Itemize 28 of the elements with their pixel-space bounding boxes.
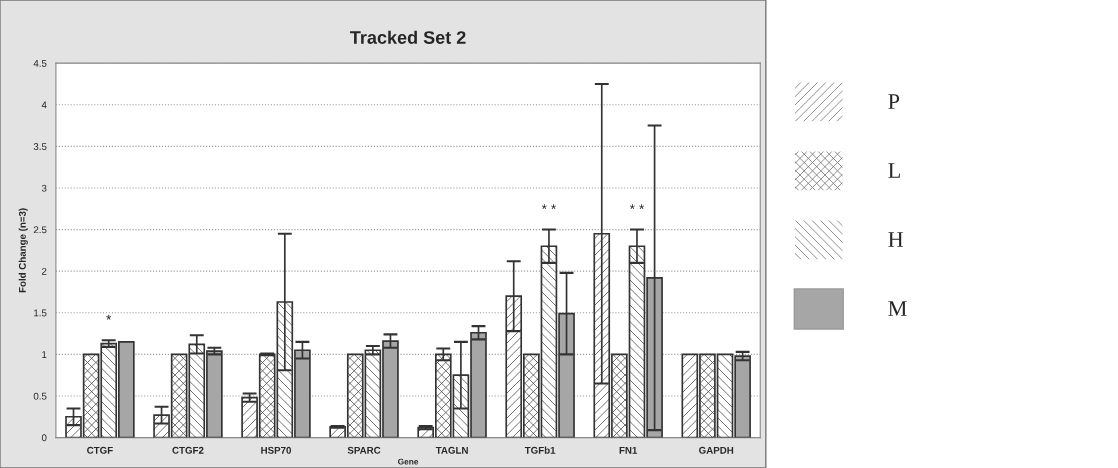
annotation: * xyxy=(106,314,112,320)
chart-title: Tracked Set 2 xyxy=(350,30,466,44)
y-tick-label: 1.5 xyxy=(34,309,47,317)
y-axis-title: Fold Change (n=3) xyxy=(18,208,28,293)
x-tick-label: TAGLN xyxy=(435,446,468,454)
x-tick-label: CTGF2 xyxy=(172,446,204,454)
x-tick-label: FN1 xyxy=(619,446,638,454)
x-tick-label: CTGF xyxy=(87,446,113,454)
y-tick-label: 1 xyxy=(42,351,47,358)
x-tick-label: TGFb1 xyxy=(524,446,556,454)
text: H xyxy=(888,232,904,247)
y-tick-label: 2.5 xyxy=(33,226,47,234)
x-tick-label: SPARC xyxy=(347,446,381,454)
y-tick-label: 3 xyxy=(41,184,47,192)
y-tick-label: 2 xyxy=(41,267,47,275)
y-tick-label: 4 xyxy=(41,101,47,109)
legend-label: M xyxy=(888,301,907,316)
y-tick-label: 3.5 xyxy=(33,143,47,150)
x-tick-label: GAPDH xyxy=(699,446,734,454)
x-axis-title: Gene xyxy=(397,458,419,465)
y-tick-label: 0.5 xyxy=(33,392,47,400)
y-tick-label: 0 xyxy=(41,434,47,442)
text: L xyxy=(888,163,900,178)
y-tick-label: 4.5 xyxy=(33,60,47,67)
x-tick-label: HSP70 xyxy=(261,446,292,454)
annotation: * * xyxy=(541,204,557,210)
text: P xyxy=(888,94,900,109)
annotation: * * xyxy=(629,204,645,210)
